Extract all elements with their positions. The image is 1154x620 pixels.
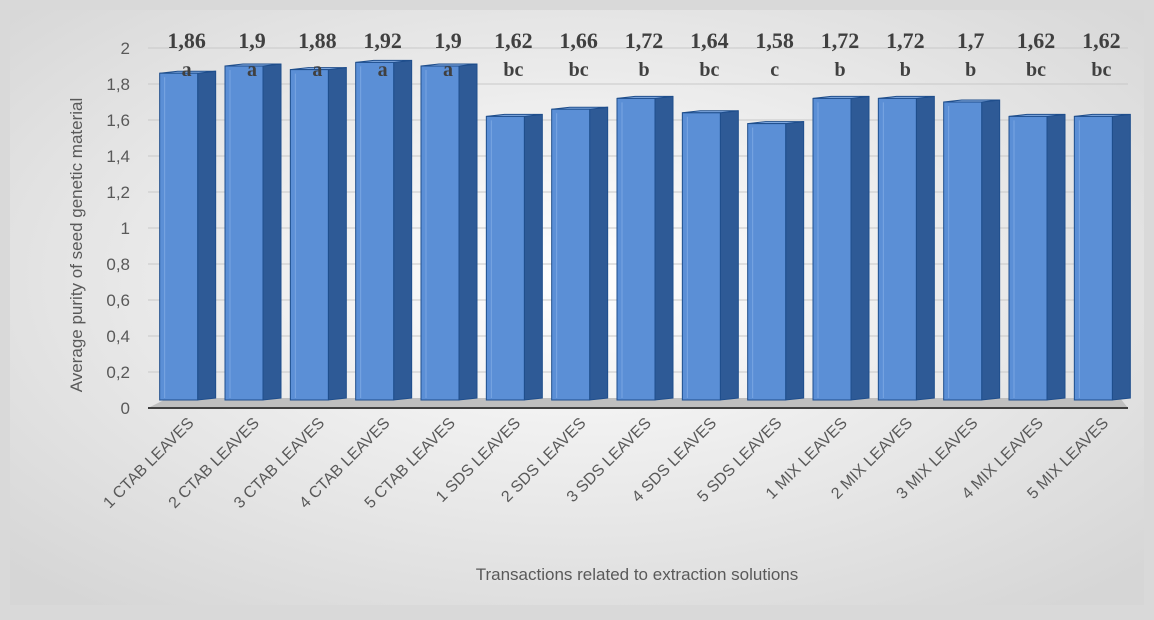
bar-side bbox=[915, 95, 935, 401]
bar bbox=[485, 113, 543, 401]
bars bbox=[159, 59, 1131, 401]
value-label: 1,62 bbox=[1082, 28, 1121, 53]
group-label: b bbox=[900, 59, 911, 81]
bar bbox=[420, 63, 478, 401]
bar bbox=[943, 99, 1001, 401]
y-tick-label: 1 bbox=[121, 219, 130, 238]
bar-front bbox=[943, 101, 983, 401]
group-label: bc bbox=[1026, 59, 1046, 81]
y-tick-label: 0,6 bbox=[106, 291, 130, 310]
bar bbox=[355, 59, 413, 401]
value-label: 1,58 bbox=[755, 28, 794, 53]
group-label: a bbox=[182, 59, 192, 81]
value-label: 1,62 bbox=[1017, 28, 1056, 53]
bar-front bbox=[420, 65, 460, 401]
bar-side bbox=[785, 121, 805, 401]
y-tick-label: 1,4 bbox=[106, 147, 130, 166]
bar-side bbox=[1111, 113, 1131, 401]
y-tick-label: 2 bbox=[121, 39, 130, 58]
group-label: bc bbox=[1091, 59, 1111, 81]
value-label: 1,62 bbox=[494, 28, 533, 53]
y-tick-label: 1,2 bbox=[106, 183, 130, 202]
y-tick-label: 0,4 bbox=[106, 327, 130, 346]
bar-front bbox=[747, 123, 787, 401]
bar-side bbox=[719, 110, 739, 401]
group-label: c bbox=[770, 59, 779, 81]
group-label: b bbox=[965, 59, 976, 81]
bar-side bbox=[589, 106, 609, 401]
group-label: b bbox=[638, 59, 649, 81]
bar bbox=[1008, 113, 1066, 401]
value-label: 1,9 bbox=[434, 28, 462, 53]
bar-side bbox=[1046, 113, 1066, 401]
bar-front bbox=[159, 72, 199, 401]
bar-side bbox=[327, 67, 347, 401]
value-label: 1,72 bbox=[886, 28, 925, 53]
bar-front bbox=[289, 69, 329, 401]
y-tick-label: 0 bbox=[121, 399, 130, 418]
bar bbox=[159, 70, 217, 401]
bar-side bbox=[393, 59, 413, 401]
group-label: a bbox=[312, 59, 322, 81]
value-label: 1,88 bbox=[298, 28, 337, 53]
bar bbox=[224, 63, 282, 401]
bar-side bbox=[458, 63, 478, 401]
value-label: 1,92 bbox=[363, 28, 402, 53]
bar bbox=[551, 106, 609, 401]
value-label: 1,72 bbox=[625, 28, 664, 53]
bar-front bbox=[1008, 115, 1048, 401]
y-axis-ticks: 0 0,2 0,4 0,6 0,8 1 1,2 1,4 1,6 1,8 2 bbox=[106, 39, 130, 418]
y-tick-label: 0,8 bbox=[106, 255, 130, 274]
group-label: bc bbox=[699, 59, 719, 81]
bar-front bbox=[551, 108, 591, 401]
bar-front bbox=[681, 112, 721, 401]
bar bbox=[812, 95, 870, 401]
value-label: 1,7 bbox=[957, 28, 985, 53]
value-label: 1,64 bbox=[690, 28, 729, 53]
group-label: a bbox=[443, 59, 453, 81]
y-tick-label: 1,8 bbox=[106, 75, 130, 94]
bar-front bbox=[485, 115, 525, 401]
bar bbox=[877, 95, 935, 401]
bar-front bbox=[877, 97, 917, 401]
value-label: 1,9 bbox=[238, 28, 266, 53]
value-label: 1,86 bbox=[167, 28, 206, 53]
value-label: 1,66 bbox=[559, 28, 598, 53]
group-label: bc bbox=[569, 59, 589, 81]
bar bbox=[747, 121, 805, 401]
data-labels: 1,86a1,9a1,88a1,92a1,9a1,62bc1,66bc1,72b… bbox=[167, 28, 1120, 81]
bar-side bbox=[197, 70, 217, 401]
bar-side bbox=[523, 113, 543, 401]
bar bbox=[681, 110, 739, 401]
x-axis-title: Transactions related to extraction solut… bbox=[476, 565, 799, 584]
bar-front bbox=[616, 97, 656, 401]
bar-side bbox=[981, 99, 1001, 401]
bar bbox=[616, 95, 674, 401]
bar-front bbox=[224, 65, 264, 401]
bar bbox=[289, 67, 347, 401]
bar-side bbox=[262, 63, 282, 401]
group-label: a bbox=[247, 59, 257, 81]
group-label: a bbox=[378, 59, 388, 81]
bar-side bbox=[850, 95, 870, 401]
value-label: 1,72 bbox=[821, 28, 860, 53]
y-tick-label: 0,2 bbox=[106, 363, 130, 382]
y-tick-label: 1,6 bbox=[106, 111, 130, 130]
bar-front bbox=[1073, 115, 1113, 401]
bar bbox=[1073, 113, 1131, 401]
bar-side bbox=[654, 95, 674, 401]
bar-front bbox=[355, 61, 395, 401]
group-label: bc bbox=[503, 59, 523, 81]
bar-front bbox=[812, 97, 852, 401]
group-label: b bbox=[834, 59, 845, 81]
y-axis-title: Average purity of seed genetic material bbox=[67, 98, 86, 393]
